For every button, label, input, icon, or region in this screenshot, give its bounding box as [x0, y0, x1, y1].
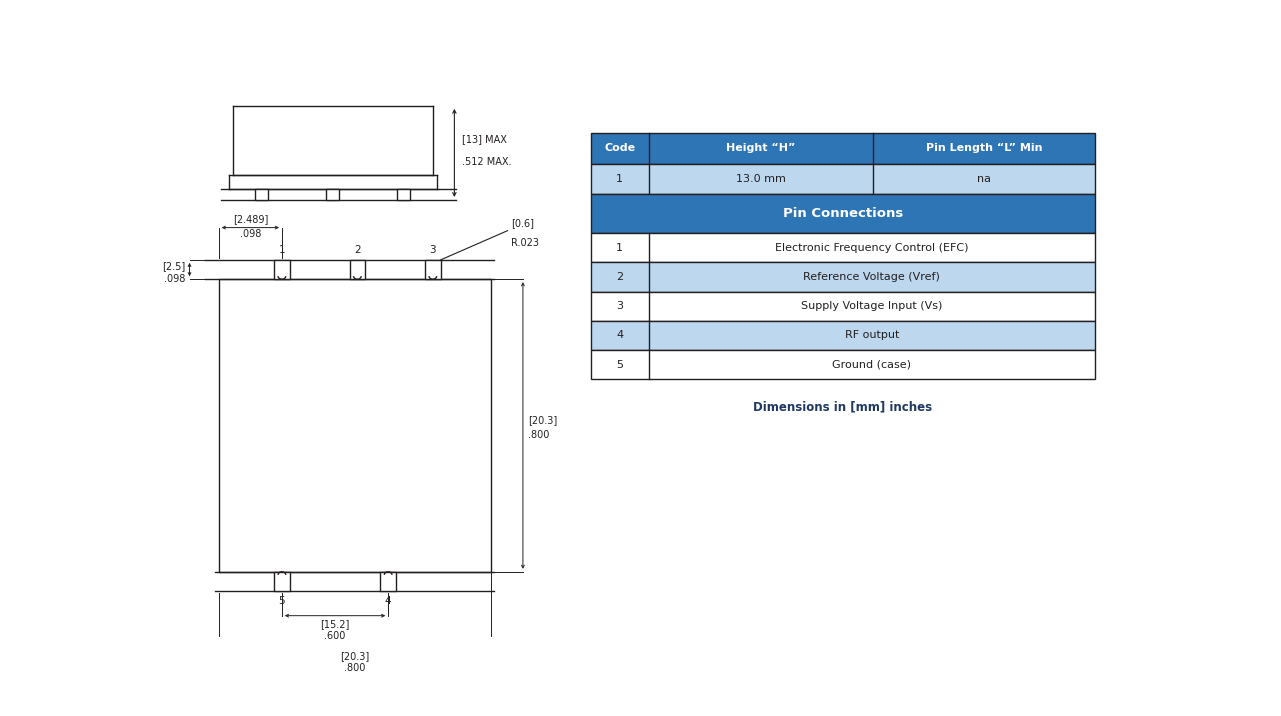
Text: 3: 3 [429, 245, 436, 255]
Bar [397, 189, 410, 200]
Bar [425, 260, 441, 279]
Bar [591, 321, 1095, 350]
Text: 2: 2 [616, 272, 624, 282]
Text: .098: .098 [240, 229, 261, 239]
Text: 4: 4 [616, 330, 624, 340]
Text: RF output: RF output [844, 330, 899, 340]
Bar [591, 350, 1095, 379]
Text: .800: .800 [345, 664, 365, 674]
Bar [274, 572, 290, 591]
Text: Supply Voltage Input (Vs): Supply Voltage Input (Vs) [801, 301, 943, 311]
Bar [591, 164, 1095, 195]
Bar [591, 233, 1095, 262]
Text: [2.489]: [2.489] [233, 215, 268, 225]
Bar [327, 189, 339, 200]
Text: Height “H”: Height “H” [726, 143, 796, 153]
Text: 2: 2 [354, 245, 361, 255]
Text: Pin Connections: Pin Connections [783, 207, 903, 221]
Text: [0.6]: [0.6] [511, 218, 534, 228]
Text: .098: .098 [164, 274, 184, 284]
Bar [591, 195, 1095, 233]
Text: 1: 1 [278, 245, 286, 255]
Text: [2.5]: [2.5] [161, 261, 184, 271]
Text: 1: 1 [616, 174, 623, 184]
Bar [274, 260, 290, 279]
Bar [255, 189, 269, 200]
Bar [591, 262, 1095, 291]
Text: Electronic Frequency Control (EFC): Electronic Frequency Control (EFC) [775, 243, 968, 253]
Bar [219, 279, 491, 572]
Text: Code: Code [605, 143, 635, 153]
Text: Ground (case): Ground (case) [833, 359, 911, 369]
Text: R.023: R.023 [511, 238, 539, 248]
Bar [591, 291, 1095, 321]
Text: .512 MAX.: .512 MAX. [462, 157, 511, 167]
Text: .600: .600 [324, 631, 346, 641]
Text: [20.3]: [20.3] [339, 651, 369, 661]
Bar [380, 572, 396, 591]
Text: 5: 5 [278, 596, 286, 606]
Text: [15.2]: [15.2] [320, 619, 350, 629]
Text: .800: .800 [528, 430, 550, 440]
Text: 1: 1 [616, 243, 623, 253]
Text: 3: 3 [616, 301, 623, 311]
Text: na: na [977, 174, 991, 184]
Bar [591, 133, 1095, 164]
Text: [13] MAX: [13] MAX [462, 134, 507, 144]
Text: 4: 4 [384, 596, 392, 606]
Text: [20.3]: [20.3] [528, 415, 557, 425]
Bar [350, 260, 365, 279]
Text: 5: 5 [616, 359, 623, 369]
Text: Dimensions in [mm] inches: Dimensions in [mm] inches [753, 401, 933, 414]
Text: Reference Voltage (Vref): Reference Voltage (Vref) [803, 272, 940, 282]
Text: Pin Length “L” Min: Pin Length “L” Min [926, 143, 1043, 153]
Text: 13.0 mm: 13.0 mm [737, 174, 785, 184]
